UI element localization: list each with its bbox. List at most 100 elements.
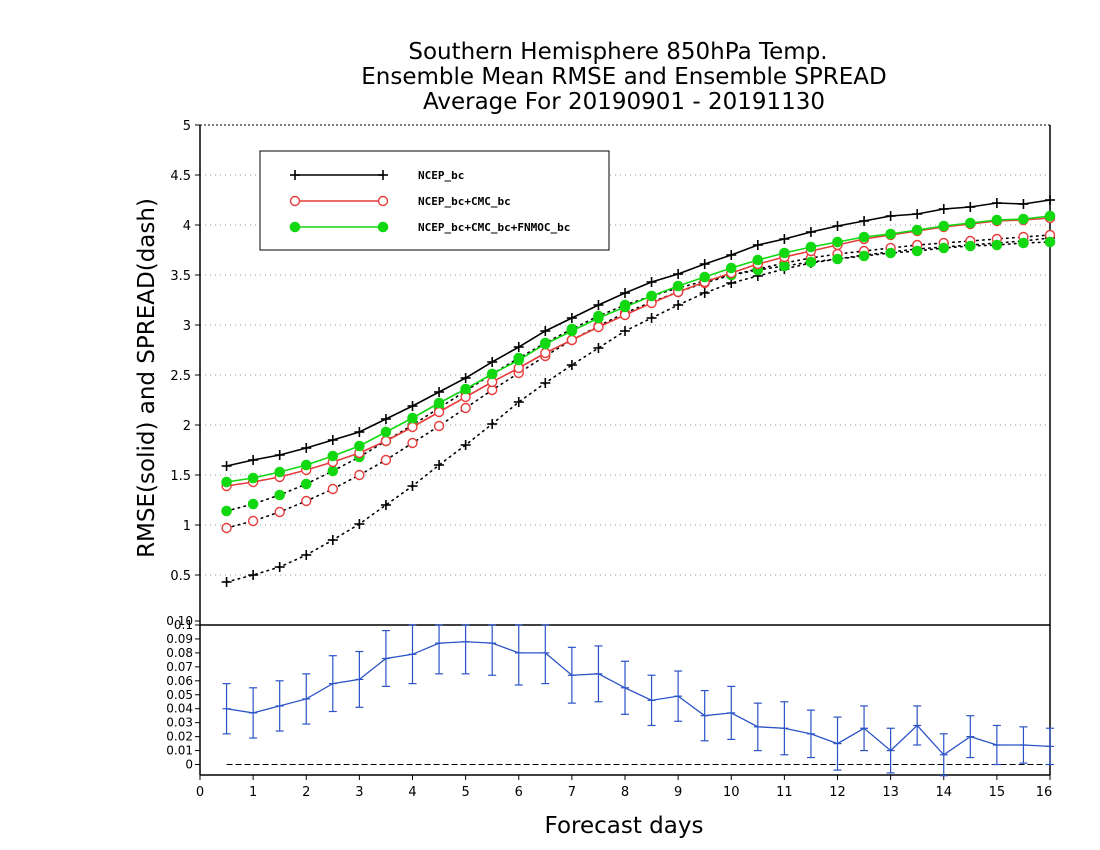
data-point (327, 465, 339, 477)
data-point (380, 435, 392, 447)
data-point (433, 406, 445, 418)
legend-marker (377, 221, 389, 233)
legend-entry: NCEP_bc (290, 169, 464, 182)
chart-title-line-1: Southern Hemisphere 850hPa Temp. (408, 39, 827, 65)
data-point (991, 214, 1003, 226)
data-point (248, 570, 259, 580)
data-point (300, 459, 312, 471)
series-line (226, 215, 1051, 483)
data-point (380, 426, 392, 438)
data-point (301, 443, 312, 453)
data-point (380, 454, 392, 466)
data-point (673, 300, 684, 310)
data-point (460, 402, 471, 414)
error-bar (222, 683, 231, 735)
x-tick-label: 8 (621, 785, 629, 800)
data-point (221, 461, 232, 471)
data-point (1018, 237, 1029, 249)
y-tick-label: 5 (183, 119, 191, 134)
x-tick-label: 13 (882, 785, 899, 800)
data-point (354, 519, 365, 529)
x-tick-label: 9 (674, 785, 682, 800)
series-line (225, 234, 1051, 529)
series-line (225, 237, 1051, 583)
data-point (300, 478, 312, 490)
data-point (327, 483, 339, 495)
error-bar (753, 702, 762, 752)
data-point (540, 338, 551, 350)
x-tick-label: 1 (249, 785, 257, 800)
error-bar (780, 701, 789, 756)
data-point (380, 500, 391, 510)
data-point (327, 535, 338, 545)
error-bar (567, 646, 576, 704)
x-tick-label: 0 (196, 785, 204, 800)
data-point (274, 506, 285, 518)
data-point (327, 450, 339, 462)
x-tick-label: 6 (515, 785, 523, 800)
chart-title-line-3: Average For 20190901 - 20191130 (423, 89, 825, 115)
series-line (225, 241, 1051, 512)
data-point (779, 260, 790, 272)
y-tick-label: 0 (185, 758, 193, 772)
data-point (513, 354, 525, 366)
error-bar (860, 705, 869, 752)
y-tick-label: 3 (183, 319, 191, 334)
data-point (354, 440, 365, 452)
data-point (434, 460, 445, 470)
data-point (274, 450, 285, 460)
legend-marker (289, 221, 301, 233)
error-bar (408, 624, 417, 685)
y-tick-label: 4 (183, 219, 191, 234)
data-point (725, 262, 737, 274)
data-point (593, 321, 604, 333)
data-point (274, 562, 285, 572)
series-ncep-bc-cmc-bc-fnmoc-bc (221, 210, 1056, 488)
y-tick-label: 2 (183, 419, 191, 434)
series-ncep-bc-cmc-bc-fnmoc-bc-spread (221, 236, 1056, 517)
data-point (513, 397, 524, 407)
data-point (460, 373, 471, 383)
y-tick-label: 4.5 (170, 169, 191, 184)
data-point (540, 326, 551, 336)
error-bar (833, 716, 842, 771)
error-bar (328, 655, 337, 713)
error-bar (488, 624, 497, 676)
data-point (805, 227, 816, 237)
data-point (327, 435, 338, 445)
data-point (646, 313, 657, 323)
data-point (566, 325, 578, 337)
legend-entry: NCEP_bc+CMC_bc (289, 195, 511, 208)
y-tick-label: 1 (183, 519, 191, 534)
data-point (859, 216, 870, 226)
error-bar (966, 715, 975, 759)
data-point (646, 277, 657, 287)
data-point (991, 239, 1003, 251)
data-point (274, 489, 285, 501)
data-point (1018, 199, 1029, 209)
data-point (619, 301, 631, 313)
error-bar (514, 624, 523, 686)
data-point (247, 498, 259, 510)
x-tick-label: 11 (776, 785, 793, 800)
data-point (885, 211, 896, 221)
data-point (752, 254, 764, 266)
data-point (354, 427, 365, 437)
legend-marker (289, 195, 301, 207)
data-point (380, 414, 391, 424)
data-point (274, 466, 285, 478)
error-bar (913, 705, 922, 746)
bottom-panel: 00.010.020.030.040.050.060.070.080.090.1… (166, 614, 1054, 800)
x-tick-label: 4 (408, 785, 416, 800)
data-point (460, 440, 471, 450)
error-bar (1046, 727, 1054, 766)
error-bar (1019, 726, 1028, 764)
top-panel: 0.5 1 1.5 2 2.5 3 3.5 4 4.5 5 NCEP_bc NCEP_bc+CMC_b… (170, 119, 1056, 775)
data-point (407, 437, 418, 449)
data-point (301, 495, 312, 507)
data-point (832, 221, 843, 231)
series-ncep-bc-spread (221, 233, 1055, 587)
data-point (779, 247, 790, 259)
error-bar (249, 687, 258, 739)
